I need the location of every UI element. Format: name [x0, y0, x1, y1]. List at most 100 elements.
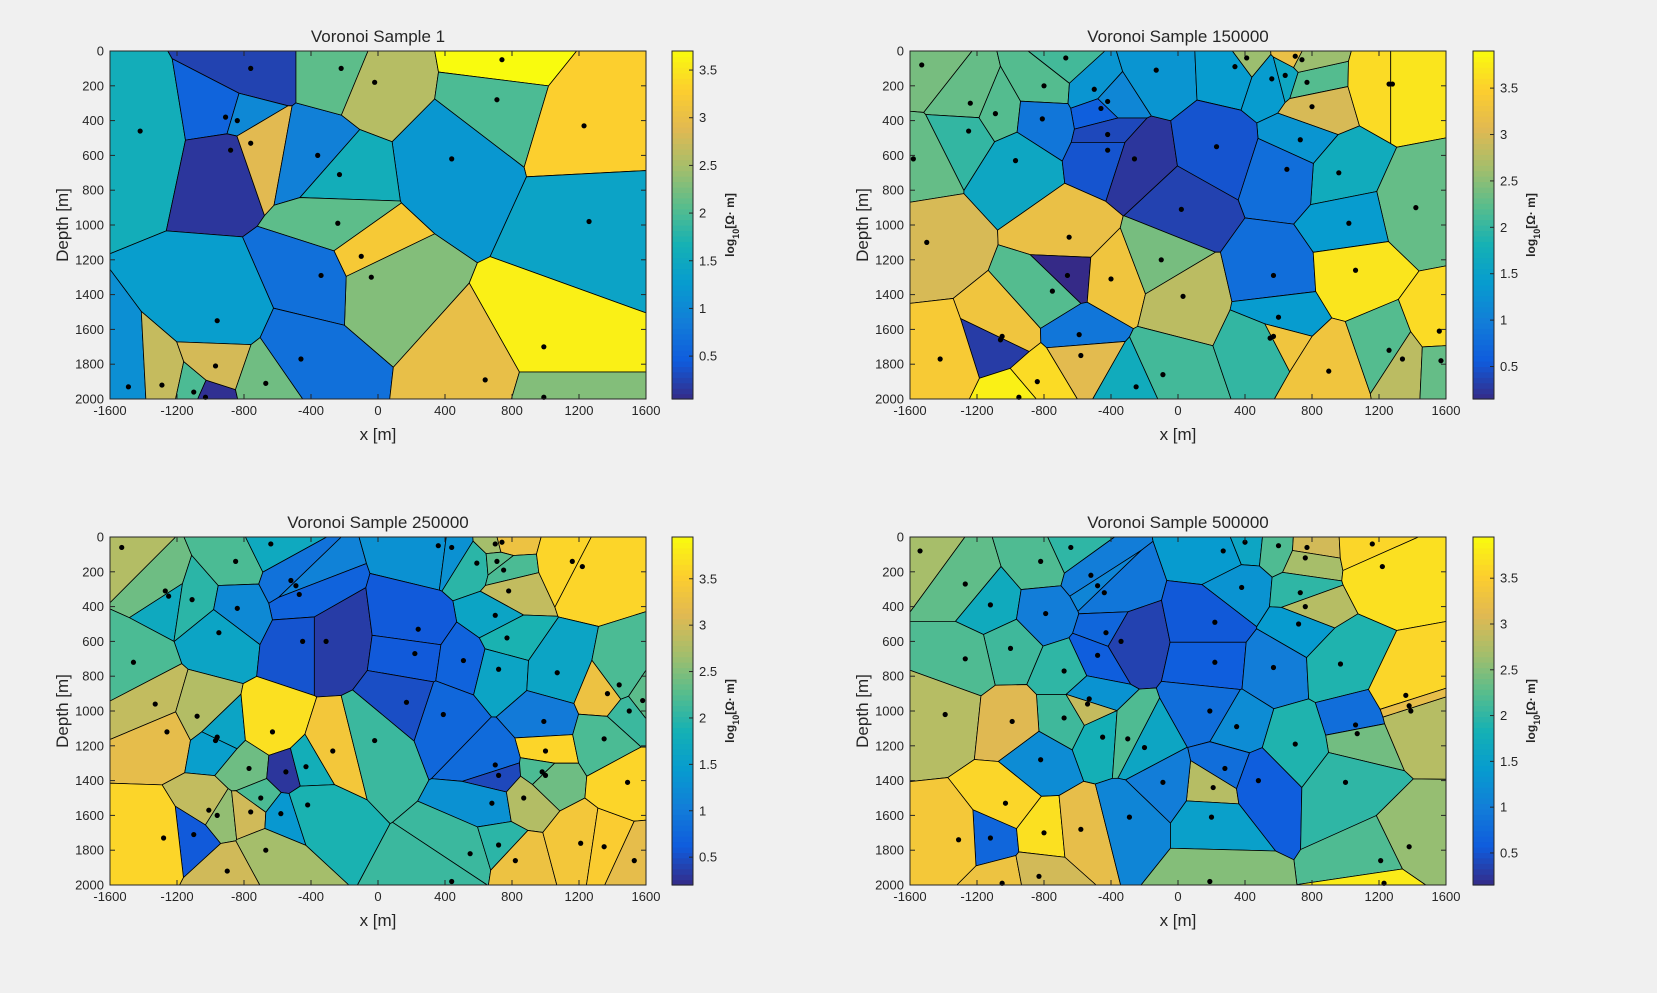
colorbar-segment	[1473, 683, 1494, 690]
colorbar-segment	[672, 72, 693, 79]
cell-nucleus-point	[937, 356, 943, 362]
colorbar-segment	[1473, 322, 1494, 329]
colorbar-segment	[672, 629, 693, 636]
cell-nucleus-point	[1007, 645, 1014, 651]
x-tick-label: -1200	[960, 889, 993, 904]
colorbar-label-subscript: 10	[1532, 715, 1542, 725]
x-tick-label: 1200	[565, 403, 594, 418]
colorbar-segment	[1473, 711, 1494, 718]
colorbar-segment	[672, 230, 693, 237]
colorbar-segment	[1473, 868, 1494, 875]
cell-nucleus-point	[1354, 731, 1360, 737]
cell-nucleus-point	[166, 593, 172, 599]
x-tick-label: 0	[1174, 889, 1181, 904]
colorbar-segment	[672, 547, 693, 554]
colorbar-segment	[672, 344, 693, 351]
colorbar-segment	[672, 241, 693, 248]
cell-nucleus-point	[403, 699, 410, 705]
cell-nucleus-point	[1220, 548, 1226, 554]
cell-nucleus-point	[1066, 234, 1072, 240]
colorbar-segment	[672, 284, 693, 291]
colorbar-segment	[1473, 306, 1494, 313]
colorbar-segment	[1473, 350, 1494, 357]
colorbar-segment	[1473, 165, 1494, 172]
y-tick-label: 800	[82, 669, 104, 684]
cell-nucleus-point	[130, 659, 137, 665]
colorbar-segment	[672, 585, 693, 592]
cell-nucleus-point	[955, 837, 962, 843]
cell-nucleus-point	[224, 868, 230, 874]
colorbar-segment	[1473, 333, 1494, 340]
y-tick-label: 0	[97, 44, 104, 59]
colorbar-segment	[1473, 388, 1494, 395]
x-tick-label: 0	[374, 889, 381, 904]
voronoi-cells	[909, 50, 1447, 400]
colorbar-segment	[1473, 290, 1494, 297]
colorbar-segment	[1473, 716, 1494, 723]
y-tick-label: 1800	[75, 843, 104, 858]
colorbar-segment	[1473, 678, 1494, 685]
y-tick-label: 1800	[75, 357, 104, 372]
cell-nucleus-point	[1326, 368, 1332, 374]
cell-nucleus-point	[581, 123, 587, 129]
cell-nucleus-point	[296, 591, 302, 598]
x-tick-label: -1600	[93, 403, 126, 418]
cell-nucleus-point	[1100, 734, 1106, 740]
colorbar-segment	[1473, 393, 1494, 400]
cell-nucleus-point	[1009, 718, 1015, 725]
cell-nucleus-point	[1292, 741, 1298, 747]
cell-nucleus-point	[1406, 703, 1412, 709]
cell-nucleus-point	[962, 656, 968, 662]
cell-nucleus-point	[499, 539, 505, 545]
cell-nucleus-point	[1403, 692, 1409, 698]
colorbar-segment	[1473, 781, 1494, 788]
cell-nucleus-point	[1406, 844, 1412, 850]
colorbar-tick-label: 3	[1500, 127, 1507, 142]
colorbar-segment	[672, 290, 693, 297]
colorbar-tick-label: 1.5	[699, 757, 717, 772]
colorbar-segment	[672, 564, 693, 571]
colorbar-segment	[672, 51, 693, 58]
colorbar-segment	[672, 624, 693, 631]
y-tick-label: 1200	[75, 738, 104, 753]
colorbar-label-unit: [Ω· m]	[1524, 679, 1538, 715]
cell-nucleus-point	[303, 764, 309, 770]
colorbar-segment	[672, 382, 693, 389]
cell-nucleus-point	[1210, 784, 1216, 791]
colorbar-segment	[672, 322, 693, 329]
colorbar-segment	[672, 301, 693, 308]
colorbar-segment	[1473, 252, 1494, 259]
colorbar-segment	[672, 781, 693, 788]
colorbar-segment	[1473, 360, 1494, 367]
y-tick-label: 1400	[875, 773, 904, 788]
colorbar-segment	[672, 89, 693, 96]
colorbar-segment	[1473, 879, 1494, 886]
cell-nucleus-point	[942, 711, 948, 718]
colorbar-segment	[672, 83, 693, 90]
colorbar-segment	[1473, 830, 1494, 837]
y-tick-label: 800	[882, 669, 904, 684]
colorbar-segment	[1473, 749, 1494, 756]
colorbar-tick-label: 0.5	[1500, 359, 1518, 374]
cell-nucleus-point	[1212, 659, 1218, 665]
x-tick-label: -800	[231, 889, 257, 904]
colorbar-segment	[672, 798, 693, 805]
colorbar-segment	[1473, 662, 1494, 669]
x-tick-label: 400	[1234, 403, 1256, 418]
cell-nucleus-point	[569, 558, 575, 564]
colorbar-segment	[672, 170, 693, 177]
cell-nucleus-point	[579, 563, 585, 570]
y-tick-label: 1000	[875, 218, 904, 233]
colorbar-segment	[1473, 819, 1494, 826]
cell-nucleus-point	[1284, 166, 1290, 172]
cell-nucleus-point	[1095, 583, 1101, 589]
colorbar-segment	[1473, 776, 1494, 783]
colorbar-segment	[1473, 738, 1494, 745]
cell-nucleus-point	[358, 253, 364, 259]
x-axis-label: x [m]	[1160, 911, 1197, 930]
cell-nucleus-point	[246, 765, 252, 772]
colorbar-segment	[1473, 808, 1494, 815]
colorbar-segment	[672, 759, 693, 766]
y-tick-label: 1400	[75, 287, 104, 302]
cell-nucleus-point	[233, 558, 239, 564]
